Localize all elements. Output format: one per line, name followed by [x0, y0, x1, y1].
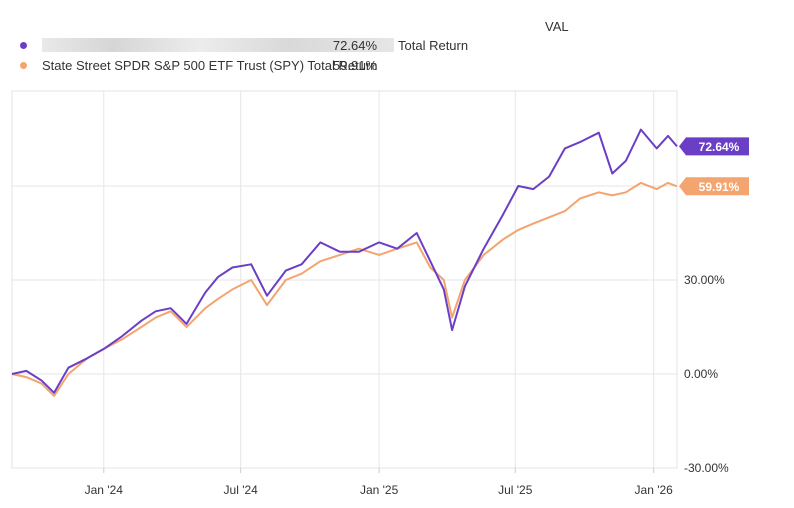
end-labels: 72.64% 59.91% [679, 137, 749, 196]
x-tick-label: Jan '26 [635, 483, 674, 497]
legend-item-name: Total Return [42, 38, 468, 53]
legend-item-value: 59.91% [332, 58, 377, 73]
series-lines [11, 128, 678, 397]
x-tick-label: Jul '24 [224, 483, 259, 497]
end-label-tag-val [679, 137, 749, 156]
x-tick-label: Jul '25 [498, 483, 533, 497]
legend-item-value: 72.64% [332, 38, 377, 53]
legend-item-val[interactable]: Total Return 72.64% [0, 36, 600, 56]
grid-lines [12, 91, 677, 469]
y-tick-label: -30.00% [684, 461, 729, 475]
x-tick-label: Jan '24 [85, 483, 124, 497]
legend-item-spy[interactable]: State Street SPDR S&P 500 ETF Trust (SPY… [0, 56, 600, 76]
end-label-text: 59.91% [699, 180, 740, 194]
redacted-name-block [42, 38, 394, 52]
x-axis: Jan '24 Jul '24 Jan '25 Jul '25 Jan '26 [85, 468, 674, 497]
legend-dot-icon [20, 62, 27, 69]
y-tick-label: 0.00% [684, 367, 718, 381]
legend: VAL Total Return 72.64% State Street SPD… [0, 0, 794, 86]
legend-dot-icon [20, 42, 27, 49]
y-tick-label: 30.00% [684, 273, 725, 287]
legend-column-header: VAL [545, 19, 569, 34]
series-line-spy [11, 181, 678, 397]
y-axis: -30.00%0.00%30.00%60.00% [684, 179, 729, 475]
end-label-tag-spy [679, 177, 749, 196]
x-tick-label: Jan '25 [360, 483, 399, 497]
end-label-text: 72.64% [699, 140, 740, 154]
legend-item-name: State Street SPDR S&P 500 ETF Trust (SPY… [42, 58, 378, 73]
series-line-val [11, 128, 678, 394]
